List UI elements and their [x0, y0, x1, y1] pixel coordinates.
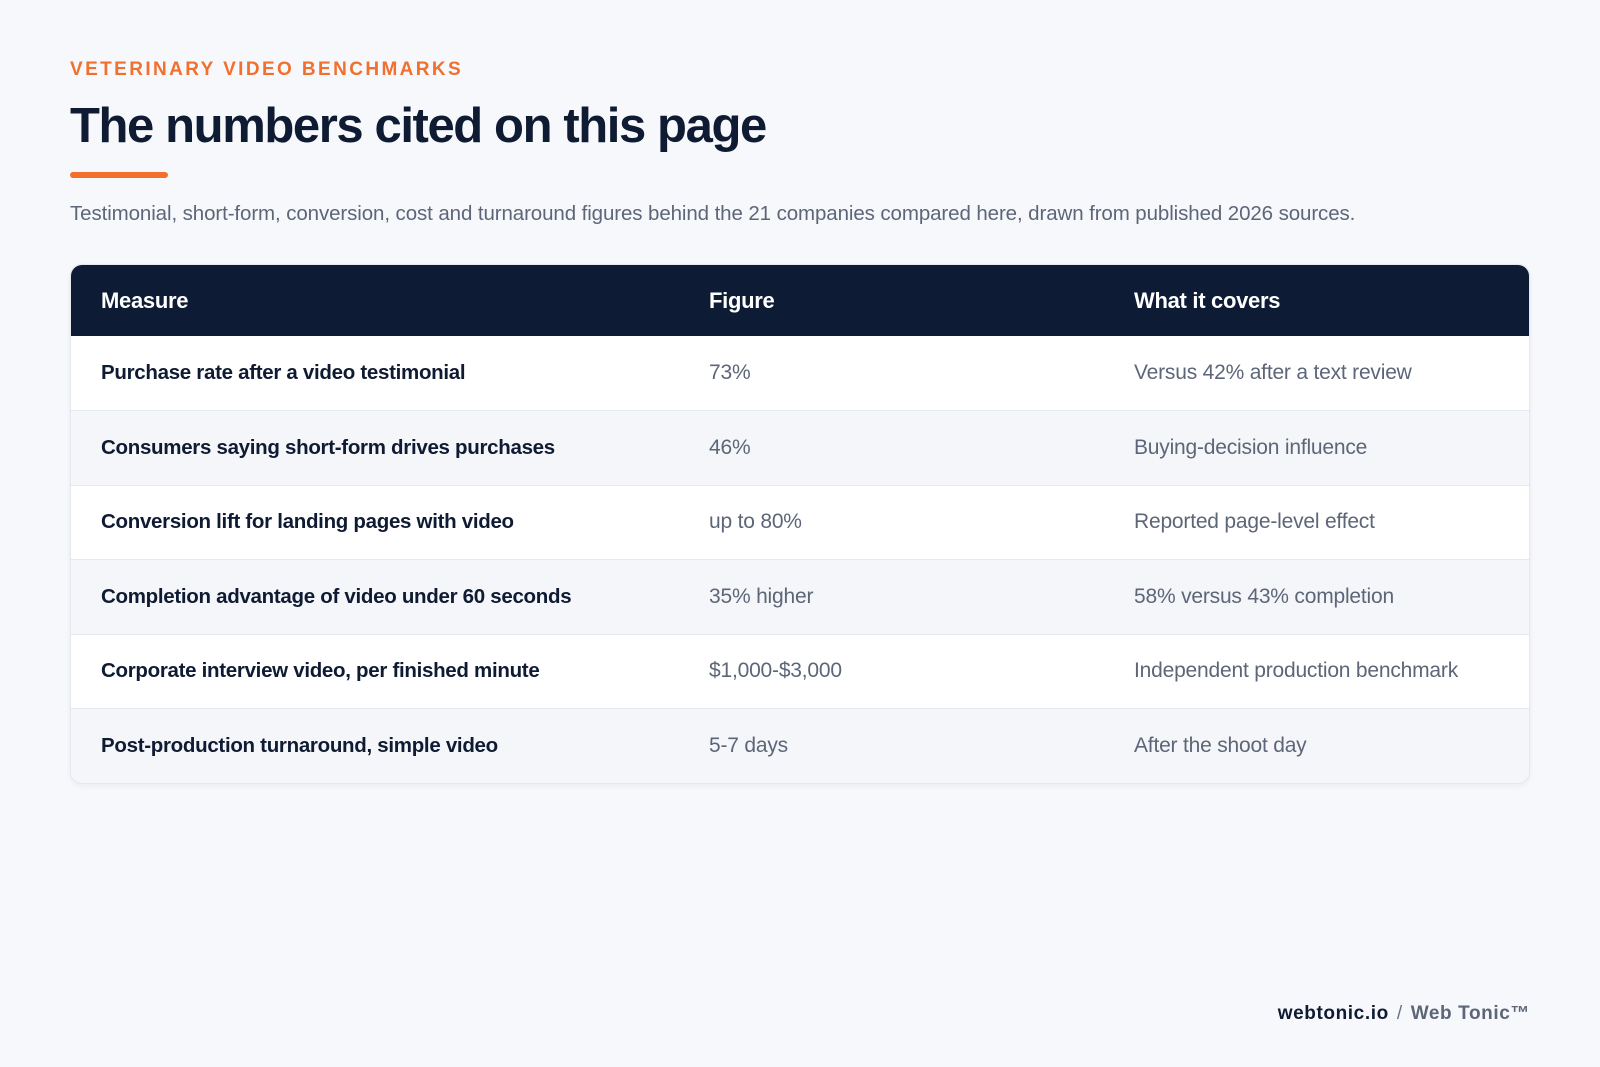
table-row: Completion advantage of video under 60 s…: [71, 559, 1529, 634]
footer-attribution: webtonic.io / Web Tonic™: [1278, 1003, 1530, 1025]
figure-cell: 5-7 days: [709, 734, 788, 757]
measure-cell: Purchase rate after a video testimonial: [101, 361, 466, 384]
figure-cell: 35% higher: [709, 584, 814, 608]
footer-separator: /: [1396, 1003, 1403, 1024]
table-body: Purchase rate after a video testimonial …: [71, 336, 1529, 783]
title-accent-divider: [70, 172, 168, 178]
column-header-measure: Measure: [101, 287, 189, 313]
benchmarks-table-card: Measure Figure What it covers Purchase r…: [70, 264, 1530, 784]
covers-cell: Independent production benchmark: [1134, 659, 1459, 683]
page-subtitle: Testimonial, short-form, conversion, cos…: [70, 202, 1356, 225]
covers-cell: After the shoot day: [1134, 734, 1307, 757]
measure-cell: Conversion lift for landing pages with v…: [101, 510, 514, 534]
figure-cell: 73%: [709, 361, 751, 384]
footer-brand: Web Tonic™: [1410, 1003, 1530, 1024]
covers-cell: Buying-decision influence: [1134, 435, 1368, 459]
eyebrow-label: VETERINARY VIDEO BENCHMARKS: [70, 59, 464, 80]
measure-cell: Corporate interview video, per finished …: [101, 659, 540, 683]
measure-cell: Post-production turnaround, simple video: [101, 734, 498, 757]
benchmarks-table: Measure Figure What it covers Purchase r…: [71, 265, 1529, 783]
covers-cell: 58% versus 43% completion: [1134, 584, 1394, 608]
figure-cell: up to 80%: [709, 510, 802, 534]
measure-cell: Consumers saying short-form drives purch…: [101, 435, 555, 459]
table-row: Corporate interview video, per finished …: [71, 634, 1529, 709]
covers-cell: Reported page-level effect: [1134, 510, 1375, 534]
measure-cell: Completion advantage of video under 60 s…: [101, 584, 572, 608]
column-header-covers: What it covers: [1134, 287, 1281, 313]
figure-cell: $1,000-$3,000: [709, 659, 842, 683]
table-header-row: Measure Figure What it covers: [71, 265, 1529, 336]
table-row: Post-production turnaround, simple video…: [71, 708, 1529, 783]
table-header: Measure Figure What it covers: [71, 265, 1529, 336]
table-row: Purchase rate after a video testimonial …: [71, 336, 1529, 411]
page-title: The numbers cited on this page: [70, 99, 767, 153]
table-row: Consumers saying short-form drives purch…: [71, 410, 1529, 485]
column-header-figure: Figure: [709, 287, 775, 313]
footer-domain: webtonic.io: [1277, 1003, 1389, 1024]
figure-cell: 46%: [709, 435, 751, 459]
covers-cell: Versus 42% after a text review: [1134, 361, 1412, 384]
table-row: Conversion lift for landing pages with v…: [71, 485, 1529, 560]
